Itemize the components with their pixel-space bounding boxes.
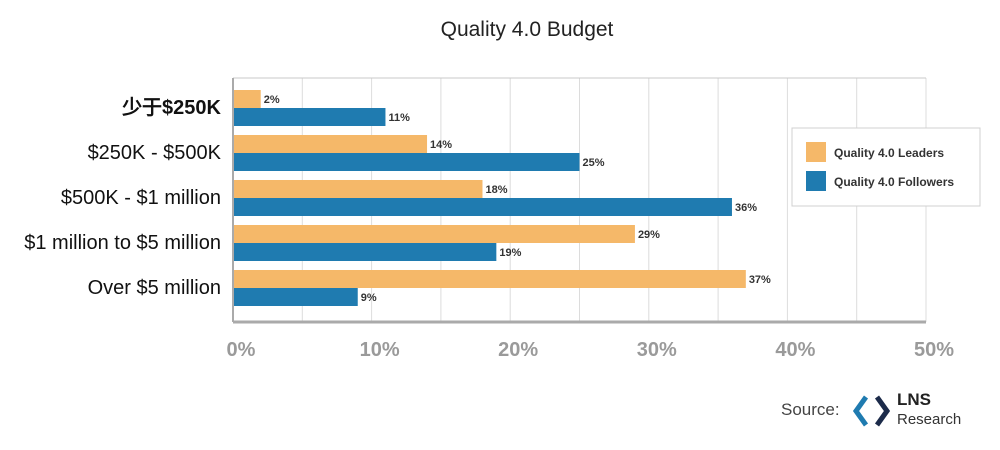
source-label: Source: — [781, 400, 840, 419]
category-label: Over $5 million — [88, 277, 221, 299]
bar-leaders — [233, 180, 483, 198]
brand-name: LNS — [897, 390, 931, 409]
data-label: 11% — [388, 112, 410, 124]
bar-followers — [233, 243, 497, 261]
brand-sub: Research — [897, 411, 961, 428]
bars: 2% 11% 14% 25% 18% 36% 29% 19% 37% 9% — [233, 90, 771, 306]
legend-label-followers: Quality 4.0 Followers — [834, 175, 954, 189]
data-label: 2% — [264, 94, 280, 106]
bar-leaders — [233, 135, 428, 153]
category-label: $250K - $500K — [88, 142, 222, 164]
chart-title: Quality 4.0 Budget — [441, 18, 614, 41]
legend-swatch-followers — [806, 171, 826, 191]
data-label: 9% — [361, 292, 377, 304]
source-attribution: Source: LNS Research — [781, 390, 961, 428]
bar-leaders — [233, 270, 746, 288]
category-labels: 少于$250K $250K - $500K $500K - $1 million $1… — [24, 96, 221, 299]
category-label: 少于$250K — [121, 96, 221, 119]
lns-logo-icon — [852, 395, 891, 427]
bar-followers — [233, 198, 732, 216]
category-label: $500K - $1 million — [61, 187, 221, 209]
x-tick-labels: 0% 10% 20% 30% 40% 50% — [227, 339, 955, 361]
x-tick-label: 0% — [227, 339, 256, 361]
bar-followers — [233, 288, 358, 306]
x-tick-label: 30% — [637, 339, 677, 361]
bar-leaders — [233, 90, 261, 108]
legend-label-leaders: Quality 4.0 Leaders — [834, 146, 944, 160]
legend-swatch-leaders — [806, 142, 826, 162]
legend-box — [791, 127, 981, 207]
data-label: 19% — [499, 247, 521, 259]
bar-leaders — [233, 225, 635, 243]
data-label: 25% — [583, 157, 605, 169]
data-label: 37% — [749, 274, 771, 286]
data-label: 36% — [735, 202, 757, 214]
data-label: 14% — [430, 139, 452, 151]
x-tick-label: 20% — [498, 339, 538, 361]
bar-followers — [233, 108, 386, 126]
data-label: 29% — [638, 229, 660, 241]
x-tick-label: 40% — [775, 339, 815, 361]
x-tick-label: 50% — [914, 339, 954, 361]
category-label: $1 million to $5 million — [24, 232, 221, 254]
legend: Quality 4.0 Leaders Quality 4.0 Follower… — [791, 127, 981, 207]
bar-followers — [233, 153, 580, 171]
x-tick-label: 10% — [360, 339, 400, 361]
data-label: 18% — [485, 184, 507, 196]
